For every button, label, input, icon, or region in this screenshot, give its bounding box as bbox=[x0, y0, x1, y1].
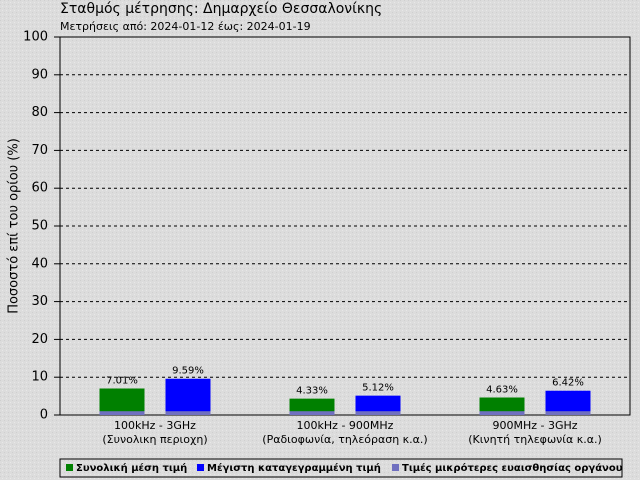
bar bbox=[289, 398, 335, 415]
y-tick-label: 50 bbox=[31, 219, 48, 234]
value-label: 6.42% bbox=[552, 378, 584, 389]
sensitivity-bar bbox=[99, 411, 145, 415]
chart-subtitle: Μετρήσεις από: 2024-01-12 έως: 2024-01-1… bbox=[60, 20, 311, 33]
bar bbox=[479, 397, 525, 415]
legend-box bbox=[59, 458, 623, 478]
sensitivity-bar bbox=[165, 411, 211, 415]
sensitivity-bar bbox=[479, 411, 525, 415]
y-tick-label: 90 bbox=[31, 67, 48, 82]
x-tick-label: 900MHz - 3GHz bbox=[492, 419, 577, 432]
x-tick-label: 100kHz - 900MHz bbox=[297, 419, 394, 432]
legend-label: Μέγιστη καταγεγραμμένη τιμή bbox=[207, 462, 381, 474]
x-tick-label: (Συνολικη περιοχη) bbox=[102, 433, 207, 446]
bar bbox=[355, 395, 401, 415]
y-tick-label: 60 bbox=[31, 181, 48, 196]
legend-swatch bbox=[66, 464, 73, 471]
value-label: 4.33% bbox=[296, 386, 328, 397]
y-tick-label: 30 bbox=[31, 294, 48, 309]
legend-label: Τιμές μικρότερες ευαισθησίας οργάνου bbox=[402, 462, 623, 474]
y-tick-label: 40 bbox=[31, 256, 48, 271]
x-tick-label: (Ραδιοφωνία, τηλεόραση κ.α.) bbox=[262, 433, 427, 446]
x-tick-label: (Κινητή τηλεφωνία κ.α.) bbox=[468, 433, 602, 446]
y-tick-label: 70 bbox=[31, 143, 48, 158]
y-tick-label: 80 bbox=[31, 105, 48, 120]
value-label: 5.12% bbox=[362, 383, 394, 394]
y-axis-label: Ποσοστό επί του ορίου (%) bbox=[7, 138, 22, 314]
value-label: 9.59% bbox=[172, 366, 204, 377]
sensitivity-bar bbox=[545, 411, 591, 415]
sensitivity-bar bbox=[355, 411, 401, 415]
sensitivity-bar bbox=[289, 411, 335, 415]
bar bbox=[165, 378, 211, 415]
y-tick-label: 10 bbox=[31, 370, 48, 385]
legend-swatch bbox=[392, 464, 399, 471]
legend-label: Συνολική μέση τιμή bbox=[76, 462, 187, 474]
x-tick-label: 100kHz - 3GHz bbox=[114, 419, 196, 432]
y-tick-label: 20 bbox=[31, 332, 48, 347]
bar bbox=[545, 390, 591, 415]
value-label: 7.01% bbox=[106, 376, 138, 387]
y-tick-label: 100 bbox=[23, 30, 48, 45]
plot-frame bbox=[59, 36, 631, 416]
bar bbox=[99, 388, 145, 415]
value-label: 4.63% bbox=[486, 384, 518, 395]
chart-title: Σταθμός μέτρησης: Δημαρχείο Θεσσαλονίκης bbox=[60, 1, 382, 17]
legend-swatch bbox=[197, 464, 204, 471]
y-tick-label: 0 bbox=[40, 408, 48, 423]
